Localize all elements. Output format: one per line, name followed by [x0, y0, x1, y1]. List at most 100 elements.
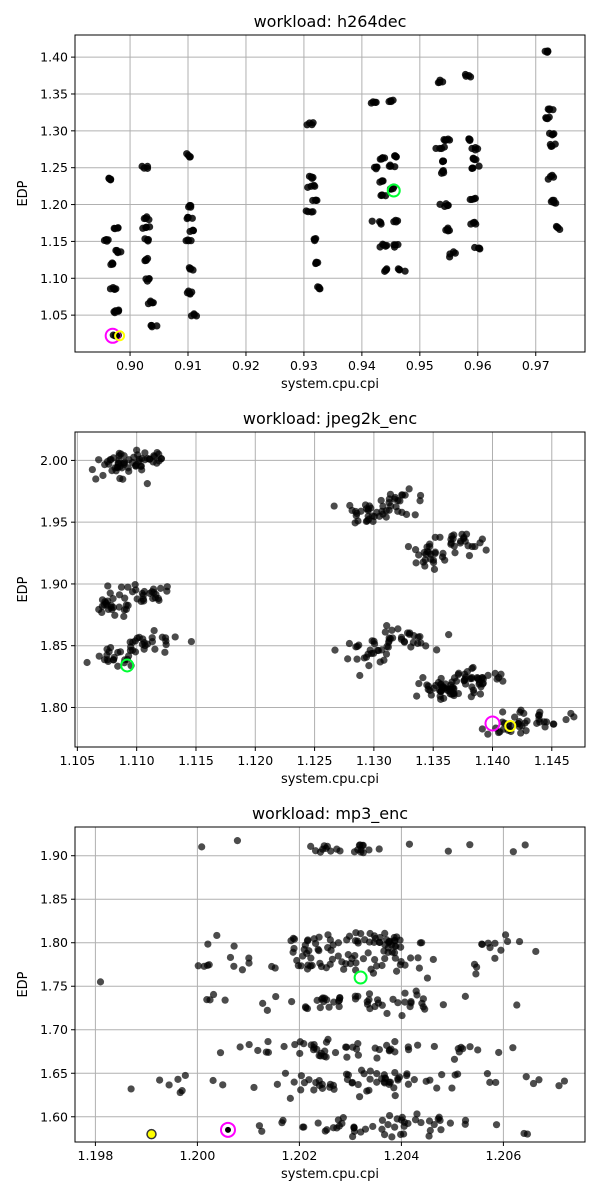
data-point	[560, 1077, 569, 1085]
gridlines	[75, 432, 585, 747]
data-point	[320, 998, 328, 1006]
data-point	[494, 728, 503, 737]
data-point	[384, 1121, 392, 1129]
data-point	[137, 462, 145, 470]
data-point	[139, 591, 147, 600]
data-point	[290, 1078, 298, 1086]
data-point	[401, 989, 409, 997]
data-point	[140, 164, 148, 172]
data-point	[181, 1071, 189, 1080]
data-point	[183, 215, 191, 223]
data-point	[303, 937, 312, 945]
x-tick-label: 1.198	[78, 1148, 114, 1163]
data-point	[112, 285, 120, 293]
data-point	[120, 612, 128, 621]
data-point	[315, 947, 323, 955]
data-point	[444, 224, 452, 232]
chart-panel-1: 0.90 0.91 0.92 0.93 0.94 0.95 0.96 0.97 1.05 1.10…	[16, 12, 586, 392]
plot-frame	[74, 826, 586, 1143]
data-point	[367, 504, 375, 512]
data-point	[186, 153, 194, 161]
data-point	[111, 611, 119, 619]
data-point	[322, 1053, 330, 1061]
data-point	[381, 628, 389, 636]
data-point	[416, 497, 424, 505]
data-point	[392, 218, 400, 226]
data-point	[446, 253, 454, 261]
data-point	[271, 964, 279, 972]
data-point	[522, 1073, 530, 1081]
data-point	[331, 646, 339, 654]
x-tick-label: 1.202	[282, 1148, 318, 1163]
data-point	[517, 729, 525, 737]
data-point	[359, 955, 368, 963]
data-point	[354, 1051, 362, 1059]
data-point	[391, 1123, 399, 1131]
data-point	[165, 1081, 173, 1089]
data-point	[398, 1011, 406, 1020]
data-point	[334, 952, 342, 960]
data-point	[375, 1045, 383, 1054]
data-point	[376, 658, 384, 666]
x-tick-label: 1.135	[415, 753, 451, 768]
data-point	[378, 1125, 386, 1133]
data-point	[245, 1040, 253, 1049]
data-point	[436, 200, 444, 208]
data-point	[474, 1046, 482, 1054]
data-point	[300, 1040, 308, 1048]
data-point	[387, 502, 395, 510]
data-point	[444, 847, 452, 855]
data-point	[317, 962, 326, 971]
data-point	[314, 283, 322, 291]
data-point	[107, 601, 115, 609]
data-point	[117, 450, 125, 458]
data-point	[186, 201, 194, 210]
data-point	[482, 546, 490, 554]
data-point	[433, 646, 441, 654]
data-point	[357, 846, 365, 854]
data-point	[543, 48, 551, 56]
data-point	[383, 622, 391, 630]
data-point	[509, 1044, 517, 1052]
data-point	[461, 675, 469, 683]
data-point	[142, 223, 150, 232]
data-point	[388, 948, 396, 956]
data-point	[362, 517, 371, 526]
data-point	[336, 994, 344, 1002]
x-tick-label: 0.91	[174, 358, 202, 373]
data-point	[431, 533, 439, 541]
data-point	[468, 144, 476, 153]
data-point	[551, 140, 559, 148]
highlight-markers	[120, 658, 517, 732]
y-tick-label: 1.25	[40, 160, 68, 175]
data-point	[426, 1126, 434, 1135]
data-point	[145, 275, 153, 283]
data-point	[351, 951, 359, 960]
data-point	[556, 225, 564, 234]
chart-title: workload: h264dec	[254, 12, 407, 31]
data-point	[373, 1054, 381, 1062]
data-point	[410, 1076, 418, 1084]
data-point	[401, 491, 409, 499]
data-point	[422, 642, 430, 650]
data-point	[535, 711, 543, 719]
data-point	[474, 244, 483, 252]
highlight-markers	[104, 183, 401, 344]
data-point	[143, 480, 151, 488]
data-point	[562, 715, 570, 724]
data-point	[334, 939, 343, 947]
data-point	[304, 208, 312, 216]
data-point	[374, 999, 382, 1007]
data-point	[483, 1070, 491, 1078]
data-point	[346, 959, 355, 968]
data-point	[352, 512, 360, 520]
data-point	[233, 837, 242, 845]
data-point	[104, 236, 112, 244]
data-point	[414, 633, 422, 641]
data-point	[124, 601, 132, 610]
data-point	[299, 1123, 307, 1131]
data-point	[412, 559, 420, 567]
data-point	[391, 942, 399, 950]
data-point	[198, 843, 206, 851]
